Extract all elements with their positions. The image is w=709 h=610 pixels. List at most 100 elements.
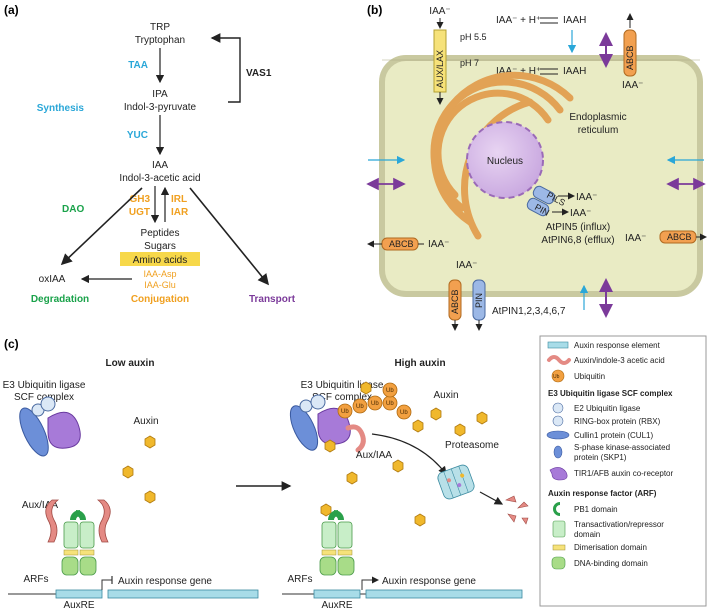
blocked-promoter-low bbox=[101, 579, 112, 590]
transport-label: Transport bbox=[249, 294, 296, 305]
abcb-top-label: ABCB bbox=[625, 45, 635, 70]
plant-cell bbox=[379, 55, 703, 297]
atpin5-label: AtPIN5 (influx) bbox=[546, 222, 610, 233]
iaa-text: IAA bbox=[152, 160, 168, 171]
iaa-pils: IAA⁻ bbox=[576, 192, 597, 203]
er-pin-transporter bbox=[526, 197, 550, 217]
arfs-low-label: ARFs bbox=[24, 574, 49, 585]
panel-b: (b) IAA⁻ IAA⁻ + H⁺ IAAH pH 5.5 pH 7 IAA⁻… bbox=[366, 3, 707, 331]
iaa-glu-text: IAA-Glu bbox=[144, 280, 176, 290]
iaah-outside: IAAH bbox=[563, 15, 586, 26]
vas1-arrow bbox=[210, 33, 241, 103]
legend-cul1-swatch bbox=[546, 430, 570, 440]
arfs-high-label: ARFs bbox=[288, 574, 313, 585]
iaa-abcb-top: IAA⁻ bbox=[622, 80, 643, 91]
aux-lax-label: AUX/LAX bbox=[435, 50, 445, 88]
er-label-1: Endoplasmic bbox=[569, 112, 626, 123]
aux-iaa-low-label: Aux/IAA bbox=[22, 500, 58, 511]
panel-a: (a) TRP Tryptophan TAA VAS1 IPA Indol-3-… bbox=[4, 3, 296, 305]
iaa-abcb-left: IAA⁻ bbox=[428, 239, 449, 250]
degradation-products-arrow bbox=[479, 491, 504, 505]
ipa-text: IPA bbox=[152, 89, 168, 100]
legend-skp1-text2: protein (SKP1) bbox=[574, 453, 627, 462]
arf-dimer-low bbox=[61, 510, 97, 576]
legend-rbx-text: RING-box protein (RBX) bbox=[574, 417, 661, 426]
atpin-list-label: AtPIN1,2,3,4,6,7 bbox=[492, 306, 566, 317]
irl-label: IRL bbox=[171, 194, 187, 205]
iaah-inside: IAAH bbox=[563, 66, 586, 77]
degradation-arrow bbox=[60, 187, 143, 266]
panel-b-label: (b) bbox=[367, 3, 382, 17]
legend-skp1-swatch bbox=[553, 445, 563, 459]
legend-auxre-swatch bbox=[547, 341, 569, 349]
svg-text:Ub: Ub bbox=[371, 401, 379, 407]
legend-tir1-swatch bbox=[549, 467, 568, 481]
proteasome bbox=[437, 464, 475, 500]
legend-ub-swatch bbox=[551, 369, 565, 383]
e3-low-line1: E3 Ubiquitin ligase bbox=[3, 380, 86, 391]
legend-ub-text: Ubiquitin bbox=[574, 372, 605, 381]
svg-text:Ub: Ub bbox=[356, 404, 364, 410]
transport-arrow bbox=[189, 187, 270, 286]
svg-text:Ub: Ub bbox=[386, 388, 394, 394]
legend-dimer-text: Dimerisation domain bbox=[574, 543, 647, 552]
abcb-right-label: ABCB bbox=[667, 232, 692, 242]
svg-text:Ub: Ub bbox=[400, 410, 408, 416]
legend-ub-glyph: Ub bbox=[553, 374, 560, 380]
pils-transporter bbox=[532, 185, 556, 205]
vas1-label: VAS1 bbox=[246, 68, 272, 79]
gh3-label: GH3 bbox=[129, 194, 150, 205]
response-gene-high: Auxin response gene bbox=[382, 576, 476, 587]
proteasome-label: Proteasome bbox=[445, 440, 499, 451]
nucleus bbox=[466, 121, 544, 199]
panel-c-label: (c) bbox=[4, 337, 19, 351]
gene-high bbox=[365, 589, 523, 599]
equation-inside: IAA⁻ + H⁺ bbox=[496, 66, 541, 77]
peptide-fragments bbox=[505, 495, 529, 525]
indole-pyruvate-text: Indol-3-pyruvate bbox=[124, 102, 197, 113]
iaa-outside-top: IAA⁻ bbox=[429, 6, 450, 17]
abcb-left-label: ABCB bbox=[389, 239, 414, 249]
amino-acids-text: Amino acids bbox=[133, 255, 187, 266]
iaa-asp-text: IAA-Asp bbox=[143, 269, 176, 279]
equilibrium-outside bbox=[540, 17, 558, 24]
legend-tir1-text: TIR1/AFB auxin co-receptor bbox=[574, 469, 673, 478]
aux-iaa-high-label: Aux/IAA bbox=[356, 450, 392, 461]
legend-e2-text: E2 Ubiquitin ligase bbox=[574, 404, 641, 413]
er-label-2: reticulum bbox=[578, 125, 619, 136]
arf-dimer-high bbox=[319, 510, 355, 576]
legend-dimer-swatch bbox=[552, 544, 566, 551]
auxin-high-label: Auxin bbox=[433, 390, 458, 401]
active-promoter-high bbox=[361, 576, 379, 590]
aux-iaa-low bbox=[45, 499, 111, 543]
auxre-high bbox=[313, 589, 361, 599]
response-gene-low: Auxin response gene bbox=[118, 576, 212, 587]
pin-bottom-label: PIN bbox=[474, 293, 484, 308]
yuc-label: YUC bbox=[127, 130, 148, 141]
iaa-abcb-right: IAA⁻ bbox=[625, 233, 646, 244]
trp-text: TRP bbox=[150, 22, 170, 33]
iaa-er-pin: IAA⁻ bbox=[570, 208, 591, 219]
legend-e2-swatch bbox=[552, 402, 564, 414]
synthesis-label: Synthesis bbox=[37, 103, 85, 114]
svg-text:Ub: Ub bbox=[386, 401, 394, 407]
abcb-bottom-label: ABCB bbox=[450, 289, 460, 314]
ph55-label: pH 5.5 bbox=[460, 32, 487, 42]
panel-c: (c) Low auxin High auxin E3 Ubiquitin li… bbox=[3, 337, 529, 610]
legend-transact-swatch bbox=[552, 520, 566, 538]
auxre-high-label: AuxRE bbox=[321, 600, 352, 610]
legend-transact-text2: domain bbox=[574, 530, 600, 539]
auxin-molecules-low bbox=[122, 435, 156, 504]
legend-auxiaa-swatch bbox=[547, 355, 571, 365]
legend-cul1-text: Cullin1 protein (CUL1) bbox=[574, 431, 653, 440]
legend-dbd-swatch bbox=[551, 556, 566, 570]
ugt-label: UGT bbox=[129, 207, 150, 218]
legend-skp1-text: S-phase kinase-associated bbox=[574, 443, 670, 452]
sugars-text: Sugars bbox=[144, 241, 176, 252]
legend-pb1-text: PB1 domain bbox=[574, 505, 618, 514]
oxiaa-text: oxIAA bbox=[39, 274, 66, 285]
nucleus-label: Nucleus bbox=[487, 156, 523, 167]
legend: Auxin response element Auxin/indole-3 ac… bbox=[539, 335, 707, 607]
taa-label: TAA bbox=[128, 60, 148, 71]
